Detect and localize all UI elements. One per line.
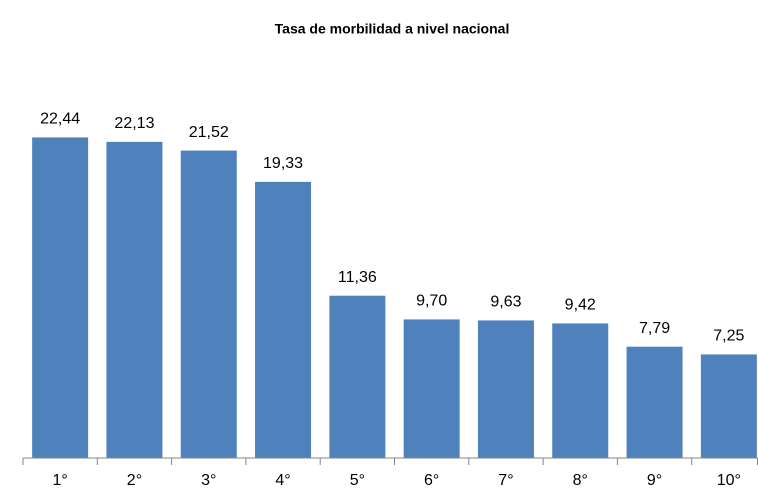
bar <box>106 141 163 458</box>
bar <box>255 181 312 458</box>
bar <box>552 323 609 458</box>
value-label: 22,13 <box>114 115 154 132</box>
value-label: 9,42 <box>565 297 596 314</box>
x-tick-label: 1° <box>53 472 68 489</box>
value-label: 7,25 <box>713 328 744 345</box>
x-tick-label: 10° <box>717 472 741 489</box>
x-tick-label: 4° <box>275 472 290 489</box>
x-tick-label: 9° <box>647 472 662 489</box>
x-tick-label: 6° <box>424 472 439 489</box>
x-tick-label: 2° <box>127 472 142 489</box>
x-tick-label: 3° <box>201 472 216 489</box>
value-label: 19,33 <box>263 155 303 172</box>
value-label: 7,79 <box>639 320 670 337</box>
value-label: 11,36 <box>338 269 377 286</box>
chart-title: Tasa de morbilidad a nivel nacional <box>275 21 510 37</box>
bar <box>329 295 386 458</box>
x-tick-label: 5° <box>350 472 365 489</box>
bar <box>700 354 757 458</box>
x-tick-label: 8° <box>573 472 588 489</box>
bar <box>403 319 460 458</box>
value-label: 9,70 <box>416 293 447 310</box>
value-label: 9,63 <box>490 294 521 311</box>
value-label: 21,52 <box>189 124 229 141</box>
value-label: 22,44 <box>40 111 80 128</box>
bar <box>32 137 89 458</box>
bar <box>180 150 237 459</box>
x-tick-label: 7° <box>498 472 513 489</box>
bar <box>477 320 534 458</box>
bar <box>626 346 683 458</box>
